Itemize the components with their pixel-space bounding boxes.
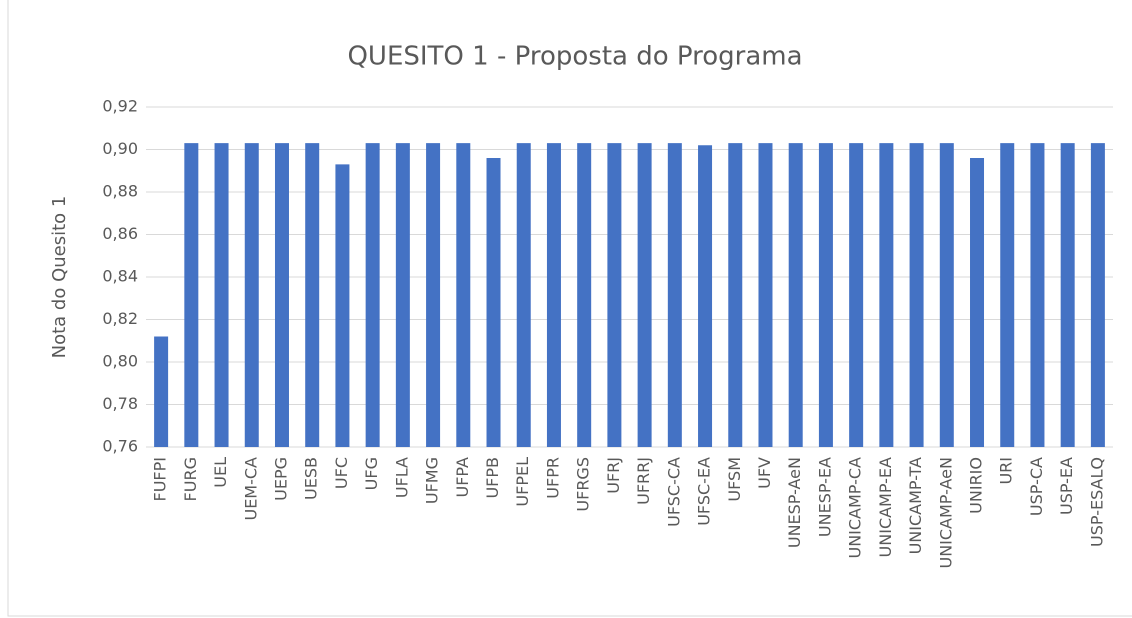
chart-title: QUESITO 1 - Proposta do Programa [347,42,802,72]
x-tick-label: UFSC-CA [664,457,683,527]
x-tick-label: UFPA [453,457,472,498]
bar [365,143,380,447]
bar [879,143,894,447]
x-tick-label: URI [997,457,1016,485]
x-tick-label: USP-CA [1027,457,1046,516]
x-tick-label: UFMG [423,457,442,504]
y-tick-label: 0,88 [102,182,138,201]
x-tick-label: UNIRIO [967,457,986,514]
y-tick-label: 0,80 [102,352,138,371]
x-tick-label: UFPEL [513,457,532,507]
chart-frame [7,0,1132,617]
bar [667,143,682,447]
bar [305,143,320,447]
y-tick-label: 0,78 [102,394,138,413]
bar [758,143,773,447]
x-tick-label: UNESP-EA [815,457,834,537]
y-tick-label: 0,90 [102,139,138,158]
y-tick-label: 0,86 [102,224,138,243]
bar [577,143,592,447]
x-tick-label: UFPB [483,457,502,499]
x-tick-label: UESB [302,457,321,500]
bar [818,143,833,447]
x-tick-label: UFPR [543,457,562,499]
bar [274,143,289,447]
y-tick-label: 0,84 [102,267,138,286]
x-tick-label: UNESP-AeN [785,457,804,548]
bar [546,143,561,447]
bar [698,145,713,447]
x-tick-label: UNICAMP-CA [846,457,865,559]
bar [486,158,501,447]
bar [970,158,985,447]
bar [426,143,441,447]
x-tick-label: FUFPI [151,457,170,501]
bar [154,336,169,447]
bar [1000,143,1015,447]
bar [1030,143,1045,447]
bar [849,143,864,447]
x-tick-label: UFRRJ [634,457,653,505]
bar [456,143,471,447]
x-tick-label: UFG [362,457,381,490]
bar [516,143,531,447]
x-tick-label: UEL [211,457,230,488]
x-tick-label: UFLA [392,457,411,498]
y-axis-label: Nota do Quesito 1 [49,196,70,359]
x-tick-label: UFC [332,457,351,489]
x-tick-label: UFRGS [574,457,593,512]
bar [244,143,259,447]
x-tick-label: UFV [755,457,774,489]
x-tick-label: UFSC-EA [695,457,714,526]
x-tick-label: UFSM [725,457,744,502]
x-tick-label: USP-EA [1057,457,1076,515]
bar [939,143,954,447]
bar [214,143,229,447]
x-tick-label: USP-ESALQ [1087,457,1106,547]
bar [1060,143,1075,447]
y-tick-label: 0,82 [102,309,138,328]
x-tick-label: UNICAMP-TA [906,457,925,554]
bar [1090,143,1105,447]
bar [788,143,803,447]
bar [728,143,743,447]
x-tick-label: UFRJ [604,457,623,494]
x-tick-label: FURG [181,457,200,501]
x-tick-label: UNICAMP-EA [876,457,895,558]
bar [637,143,652,447]
y-tick-label: 0,92 [102,97,138,116]
x-tick-label: UEPG [271,457,290,501]
bar [909,143,924,447]
bar [184,143,199,447]
bar [607,143,622,447]
x-tick-label: UNICAMP-AeN [936,457,955,569]
bar [335,164,350,447]
y-tick-label: 0,76 [102,437,138,456]
x-tick-label: UEM-CA [241,457,260,521]
bar [395,143,410,447]
